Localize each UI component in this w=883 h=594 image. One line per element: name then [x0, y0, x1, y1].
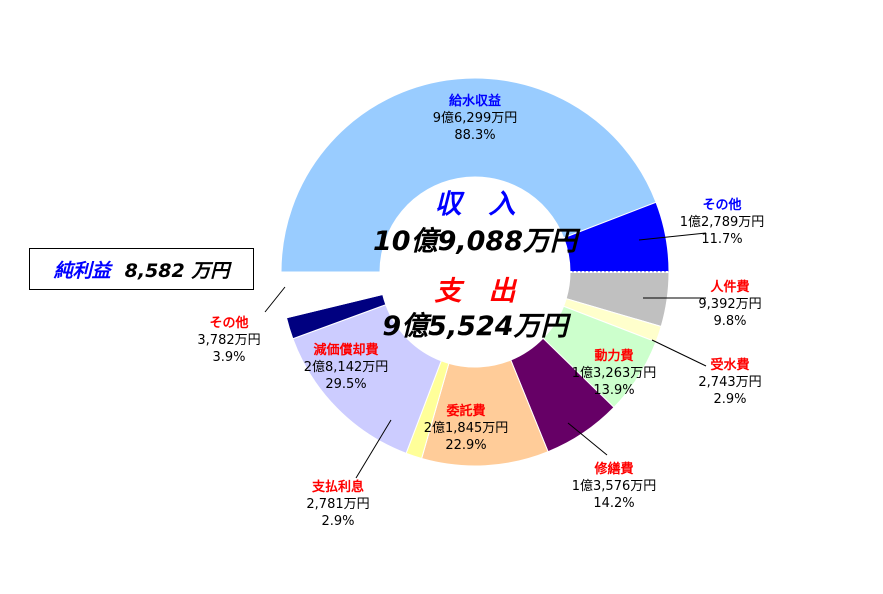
income-label-amount-1: 1億2,789万円 — [680, 214, 765, 230]
net-profit-box: 純利益 8,582 万円 — [29, 248, 254, 290]
expense-label-name-2: 動力費 — [594, 348, 633, 364]
expense-label-amount-7: 3,782万円 — [197, 333, 260, 348]
expense-label-percent-2: 13.9% — [593, 383, 634, 398]
expense-label-amount-1: 2,743万円 — [698, 375, 761, 390]
income-label-name-0: 給水収益 — [449, 93, 501, 109]
expense-label-name-1: 受水費 — [710, 357, 749, 373]
expense-label-name-3: 修繕費 — [593, 461, 633, 477]
income-label-name-1: その他 — [702, 197, 741, 213]
expense-leader-line-3 — [567, 422, 608, 456]
expense-label-name-0: 人件費 — [710, 279, 749, 295]
center-expense-amount: 9億5,524万円 — [382, 311, 571, 342]
leader-lines — [264, 232, 707, 479]
expense-label-amount-3: 1億3,576万円 — [572, 478, 657, 494]
chart-slices — [280, 77, 670, 467]
slice-labels: 給水収益9億6,299万円88.3%その他1億2,789万円11.7%人件費9,… — [197, 93, 764, 529]
expense-label-percent-5: 2.9% — [321, 514, 354, 529]
expense-label-name-6: 減価償却費 — [313, 342, 378, 358]
expense-label-name-4: 委託費 — [445, 403, 485, 419]
income-label-amount-0: 9億6,299万円 — [433, 110, 518, 126]
expense-label-amount-0: 9,392万円 — [698, 297, 761, 312]
expense-label-amount-4: 2億1,845万円 — [424, 420, 509, 436]
expense-label-percent-6: 29.5% — [325, 377, 366, 392]
center-income-label: 収 入 — [435, 189, 516, 220]
income-leader-line-1 — [638, 232, 707, 241]
expense-label-name-7: その他 — [209, 315, 248, 331]
expense-leader-line-1 — [651, 339, 707, 367]
expense-leader-line-5 — [355, 419, 392, 479]
expense-label-percent-0: 9.8% — [713, 314, 746, 329]
expense-leader-line-7 — [264, 286, 286, 313]
center-expense-label: 支 出 — [435, 276, 518, 307]
expense-label-amount-5: 2,781万円 — [306, 497, 369, 512]
expense-slice-8 — [280, 271, 384, 319]
expense-label-percent-4: 22.9% — [445, 438, 486, 453]
expense-label-amount-2: 1億3,263万円 — [572, 365, 657, 381]
center-income-amount: 10億9,088万円 — [373, 226, 581, 257]
income-slice-0 — [280, 77, 657, 273]
net-profit-amount: 8,582 万円 — [124, 259, 230, 282]
expense-label-percent-1: 2.9% — [713, 392, 746, 407]
expense-label-name-5: 支払利息 — [311, 479, 364, 495]
expense-label-percent-3: 14.2% — [593, 496, 634, 511]
net-profit-label: 純利益 — [53, 259, 111, 282]
income-label-percent-0: 88.3% — [454, 128, 495, 143]
expense-label-amount-6: 2億8,142万円 — [304, 359, 389, 375]
expense-label-percent-7: 3.9% — [212, 350, 245, 365]
income-label-percent-1: 11.7% — [701, 232, 742, 247]
